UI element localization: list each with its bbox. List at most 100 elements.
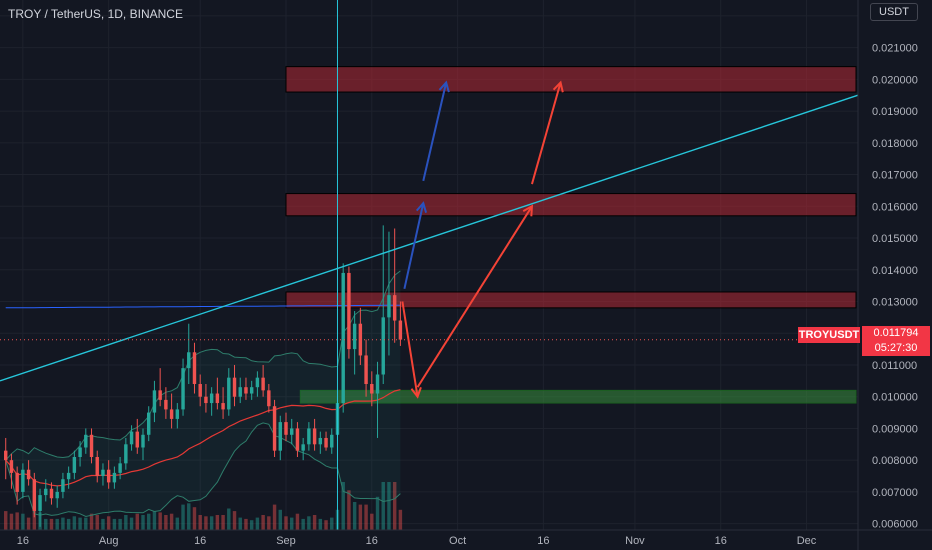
volume-bar bbox=[318, 518, 323, 530]
candle-body bbox=[318, 437, 323, 445]
volume-bar bbox=[255, 517, 260, 530]
volume-bar bbox=[124, 515, 128, 530]
volume-bar bbox=[330, 517, 334, 530]
candle-body bbox=[164, 399, 168, 410]
x-tick-label: 16 bbox=[17, 535, 29, 547]
volume-bar bbox=[15, 512, 19, 530]
bollinger-upper bbox=[5, 270, 401, 461]
volume-bar bbox=[4, 511, 8, 530]
candle-series bbox=[4, 225, 403, 527]
candle-body bbox=[181, 368, 185, 410]
volume-bar bbox=[89, 513, 94, 530]
volume-bar bbox=[9, 513, 14, 530]
candle-body bbox=[187, 352, 191, 369]
price-axis: 0.006000 0.007000 0.008000 0.009000 0.010000… bbox=[857, 0, 918, 550]
chart-title: TROY / TetherUS, 1D, BINANCE bbox=[8, 7, 183, 21]
volume-bar bbox=[278, 509, 282, 530]
y-tick-label: 0.010000 bbox=[872, 392, 918, 404]
candle-body bbox=[381, 317, 385, 375]
volume-bar bbox=[301, 518, 305, 530]
y-tick-label: 0.020000 bbox=[872, 74, 918, 86]
last-price-box: 0.011794 05:27:30 bbox=[862, 326, 930, 356]
candle-body bbox=[324, 437, 328, 448]
x-tick-label: Oct bbox=[449, 535, 466, 547]
volume-bar bbox=[347, 490, 351, 530]
volume-bar bbox=[84, 517, 88, 530]
volume-bar bbox=[392, 482, 397, 530]
candle-body bbox=[9, 460, 14, 473]
volume-bar bbox=[290, 517, 294, 530]
volume-bar bbox=[295, 513, 300, 530]
candle-body bbox=[78, 447, 82, 458]
volume-bar bbox=[32, 509, 37, 530]
trendline bbox=[0, 94, 859, 382]
volume-bar bbox=[169, 513, 174, 530]
y-tick-label: 0.013000 bbox=[872, 296, 918, 308]
candle-body bbox=[261, 377, 265, 391]
candle-body bbox=[278, 422, 282, 451]
candle-body bbox=[84, 434, 88, 448]
candle-body bbox=[135, 431, 139, 448]
y-tick-label: 0.018000 bbox=[872, 138, 918, 150]
volume-bar bbox=[381, 482, 385, 530]
volume-bar bbox=[261, 515, 265, 530]
candle-body bbox=[66, 472, 71, 480]
candle-body bbox=[89, 434, 94, 458]
volume-bar bbox=[272, 504, 277, 530]
candle-body bbox=[169, 409, 174, 419]
x-tick-label: Sep bbox=[276, 535, 296, 547]
candle-body bbox=[21, 469, 25, 492]
volume-bar bbox=[78, 517, 82, 530]
volume-bar bbox=[175, 517, 180, 530]
candle-body bbox=[95, 457, 99, 477]
blue-arrow-2-head bbox=[438, 80, 450, 93]
volume-bar bbox=[307, 516, 311, 530]
volume-bar bbox=[198, 515, 202, 530]
drawings-layer bbox=[0, 0, 859, 530]
volume-bar bbox=[204, 516, 208, 530]
y-tick-label: 0.007000 bbox=[872, 487, 918, 499]
volume-bar bbox=[215, 515, 220, 530]
zone-layer bbox=[285, 66, 857, 404]
candle-body bbox=[364, 355, 368, 385]
red-arrow-down-head bbox=[410, 386, 422, 399]
volume-bar bbox=[238, 517, 242, 530]
red-arrow-up-1-head bbox=[522, 204, 534, 217]
candle-body bbox=[392, 295, 397, 321]
candle-body bbox=[290, 428, 294, 435]
candle-body bbox=[227, 377, 231, 410]
blue-arrow-1 bbox=[403, 202, 425, 290]
candle-body bbox=[295, 428, 300, 451]
x-tick-label: 16 bbox=[537, 535, 549, 547]
candle-body bbox=[244, 387, 248, 394]
last-price-label: 0.011794 bbox=[873, 327, 919, 339]
candle-body bbox=[347, 272, 351, 350]
y-tick-label: 0.021000 bbox=[872, 43, 918, 55]
candle-body bbox=[55, 491, 59, 499]
volume-bar bbox=[221, 515, 225, 530]
candle-body bbox=[267, 390, 271, 407]
candle-body bbox=[255, 377, 260, 388]
volume-bar bbox=[352, 502, 357, 530]
candle-body bbox=[221, 403, 225, 410]
x-tick-label: 16 bbox=[194, 535, 206, 547]
volume-bar bbox=[101, 518, 105, 530]
candle-body bbox=[341, 272, 345, 404]
red-arrow-up-2 bbox=[530, 82, 562, 185]
candle-body bbox=[38, 495, 42, 511]
resistance-zone bbox=[285, 291, 857, 309]
volume-bar bbox=[44, 518, 48, 530]
volume-bar bbox=[21, 513, 25, 530]
x-tick-label: Aug bbox=[99, 535, 119, 547]
resistance-zone bbox=[285, 66, 857, 93]
candle-body bbox=[147, 412, 151, 435]
candle-body bbox=[330, 434, 334, 448]
x-tick-label: 16 bbox=[715, 535, 727, 547]
unit-badge[interactable]: USDT bbox=[870, 3, 918, 21]
volume-bar bbox=[375, 496, 380, 530]
candle-body bbox=[49, 488, 54, 499]
candle-body bbox=[272, 406, 277, 451]
candle-body bbox=[124, 444, 128, 464]
bollinger-lower bbox=[5, 422, 401, 518]
